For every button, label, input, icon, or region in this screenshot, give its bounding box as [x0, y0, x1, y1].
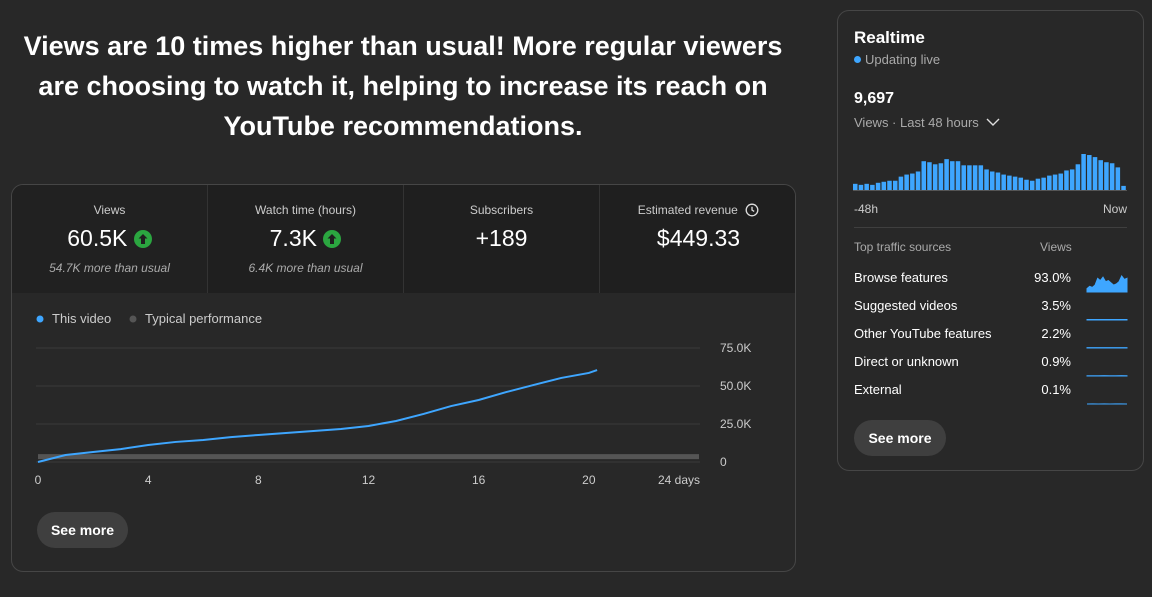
realtime-status: Updating live — [854, 52, 940, 67]
see-more-button[interactable]: See more — [37, 512, 128, 548]
headline: Views are 10 times higher than usual! Mo… — [23, 31, 783, 141]
period-select[interactable]: Views · Last 48 hours — [854, 115, 1000, 130]
start-label: -48h — [854, 202, 879, 216]
metric-label: Watch time (hours) — [255, 203, 356, 217]
metric-value-text: 60.5K — [67, 225, 128, 251]
divider — [854, 227, 1127, 228]
metric-note: 6.4K more than usual — [248, 261, 363, 275]
realtime-card: Realtime Updating live 9,697 Views · Las… — [837, 10, 1144, 471]
metric-value: 60.5K — [12, 225, 207, 252]
metric[interactable]: Watch time (hours) 7.3K 6.4K more than u… — [208, 185, 404, 293]
source-name: External — [854, 382, 902, 397]
realtime-views: 9,697 — [854, 90, 895, 107]
source-share: 0.1% — [1041, 382, 1071, 397]
source-name: Other YouTube features — [854, 326, 992, 341]
views-card: Views 60.5K 54.7K more than usual Watch … — [11, 184, 796, 572]
source-name: Browse features — [854, 270, 948, 285]
status-text: Updating live — [865, 52, 941, 67]
realtime-title: Realtime — [854, 28, 925, 47]
up-icon — [133, 230, 152, 248]
metric-value: $449.33 — [656, 225, 741, 251]
metric[interactable]: Views 60.5K 54.7K more than usual — [12, 185, 208, 293]
metric-label-text: Estimated revenue — [637, 203, 738, 217]
source-name: Direct or unknown — [854, 354, 959, 369]
source-share: 93.0% — [1034, 270, 1071, 285]
chevron — [986, 118, 1000, 126]
up-icon — [323, 230, 342, 248]
see-more-button[interactable]: See more — [854, 420, 946, 456]
source-share: 3.5% — [1041, 298, 1071, 313]
source-share: 2.2% — [1041, 326, 1071, 341]
metric-value: +189 — [475, 225, 528, 251]
metric-label: Views — [93, 203, 126, 217]
sources-header: Top traffic sources — [854, 240, 952, 254]
metric-value: 7.3K — [208, 225, 403, 252]
source-share: 0.9% — [1041, 354, 1071, 369]
source-name: Suggested videos — [854, 298, 958, 313]
metric[interactable]: Subscribers +189 — [404, 185, 600, 293]
views-header: Views — [1040, 240, 1072, 254]
metric-value-text: 7.3K — [269, 225, 317, 251]
live-dot — [854, 56, 861, 63]
metric-label: Subscribers — [469, 203, 534, 217]
metric-note: 54.7K more than usual — [49, 261, 170, 275]
metric-label: Estimated revenue — [600, 203, 795, 217]
period-text: Views · Last 48 hours — [854, 115, 979, 130]
metric[interactable]: Estimated revenue $449.33 — [600, 185, 795, 293]
end-label: Now — [1102, 202, 1127, 216]
clock-icon — [745, 203, 759, 217]
